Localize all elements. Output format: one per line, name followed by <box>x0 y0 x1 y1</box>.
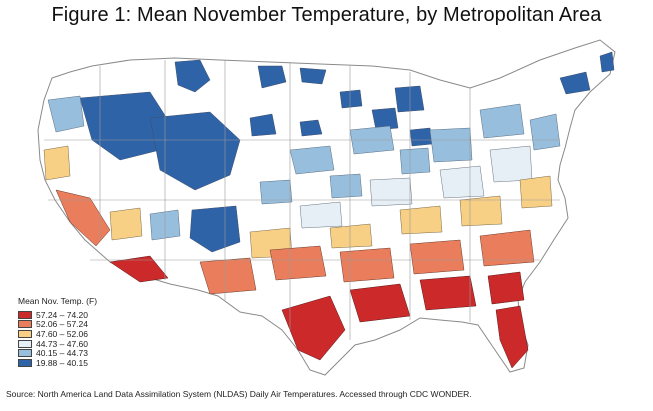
legend-swatch <box>18 358 32 367</box>
legend-swatch <box>18 310 32 319</box>
legend-item: 19.88 – 40.15 <box>18 358 168 368</box>
region-cool <box>299 145 533 229</box>
legend-label: 40.15 – 44.73 <box>36 348 88 359</box>
map-title: Figure 1: Mean November Temperature, by … <box>51 4 602 26</box>
legend-swatch <box>18 329 32 338</box>
legend-item: 44.73 – 47.60 <box>18 339 168 349</box>
legend-label: 52.06 – 57.24 <box>36 319 88 330</box>
legend-swatch <box>18 339 32 348</box>
legend-swatch <box>18 320 32 329</box>
legend-label: 19.88 – 40.15 <box>36 357 88 368</box>
legend-item: 40.15 – 44.73 <box>18 348 168 358</box>
legend-label: 47.60 – 52.06 <box>36 328 88 339</box>
legend-title: Mean Nov. Temp. (F) <box>18 296 98 306</box>
region-warmest <box>109 255 529 369</box>
legend-label: 44.73 – 47.60 <box>36 338 88 349</box>
region-coldest <box>79 51 615 253</box>
legend-item: 52.06 – 57.24 <box>18 319 168 330</box>
legend-swatch <box>18 349 32 358</box>
legend-item: 57.24 – 74.20 <box>18 310 168 320</box>
state-borders <box>44 60 560 340</box>
region-warm <box>55 189 535 295</box>
legend-label: 57.24 – 74.20 <box>36 309 88 320</box>
legend: Mean Nov. Temp. (F) 57.24 – 74.20 52.06 … <box>18 296 168 368</box>
legend-item: 47.60 – 52.06 <box>18 329 168 339</box>
source-note: Source: North America Land Data Assimila… <box>6 389 472 399</box>
